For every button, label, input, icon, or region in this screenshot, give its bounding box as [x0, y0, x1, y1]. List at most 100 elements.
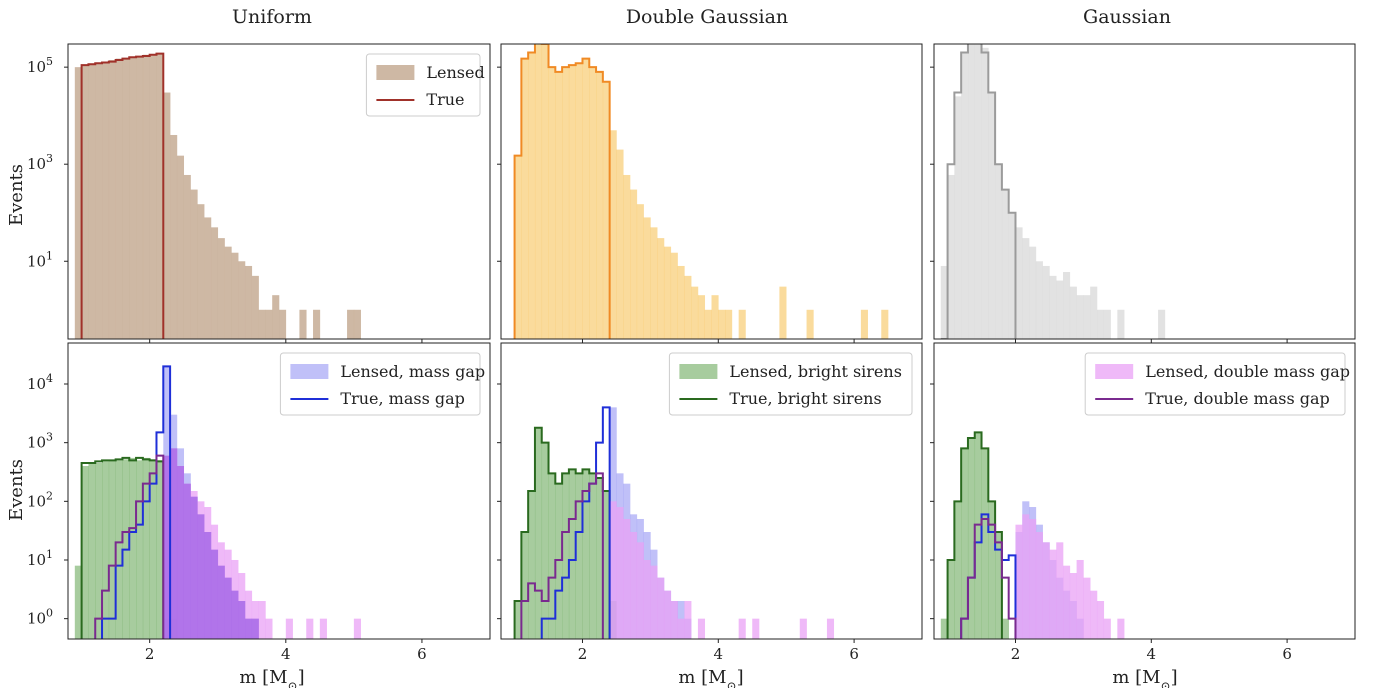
histogram-bar: [514, 601, 522, 639]
histogram-bar: [961, 52, 969, 339]
histogram-bar: [1158, 309, 1166, 339]
histogram-bar: [1103, 309, 1111, 339]
histogram-bar: [1103, 618, 1111, 639]
histogram-bar: [684, 601, 692, 639]
histogram-bar: [826, 618, 835, 639]
legend-label: True, bright sirens: [729, 389, 881, 408]
series-lensed: [74, 53, 361, 339]
ylabel-bottom: Events: [6, 459, 27, 521]
plot-area: [940, 44, 1166, 339]
histogram-bar: [244, 590, 253, 639]
histogram-bar: [954, 96, 962, 339]
histogram-bar: [251, 275, 259, 339]
histogram-bar: [725, 309, 733, 339]
histogram-bar: [183, 483, 191, 639]
x-tick-label: 2: [578, 645, 588, 663]
histogram-bar: [799, 618, 807, 639]
histogram-bar: [609, 130, 617, 339]
plot-area: [74, 365, 361, 639]
histogram-bar: [541, 442, 549, 639]
histogram-bar: [609, 501, 617, 639]
histogram-bar: [697, 295, 706, 339]
histogram-bar: [995, 532, 1003, 639]
legend: Lensed True: [365, 53, 485, 117]
series-true-mass-gap: [540, 406, 611, 639]
histogram-bar: [568, 469, 576, 639]
svg-text:m [M⊙]: m [M⊙]: [678, 667, 743, 688]
histogram-bar: [306, 618, 314, 639]
step-line: [540, 406, 611, 639]
y-tick-label: 104: [27, 372, 53, 393]
series-true-double-mass-gap: [94, 454, 165, 639]
histogram-bar: [217, 565, 225, 639]
histogram-bar: [347, 309, 355, 339]
histogram-bar: [1090, 286, 1098, 339]
histogram-bar: [967, 44, 976, 339]
series-lensed-overlap: [163, 448, 259, 639]
legend-swatch-patch: [290, 364, 329, 379]
step-line: [946, 431, 1003, 639]
histogram-bar: [521, 532, 529, 639]
panel-double-gaussian-top: [497, 43, 923, 343]
histogram-bar: [142, 54, 150, 339]
histogram-bar: [548, 67, 556, 339]
x-tick-label: 4: [714, 645, 724, 663]
histogram-bar: [1008, 212, 1016, 339]
histogram-bar: [1096, 309, 1105, 339]
series-lensed: [940, 44, 1166, 339]
histogram-bar: [197, 204, 205, 339]
histogram-bar: [691, 286, 699, 339]
histogram-bar: [596, 71, 604, 339]
series-true-bright-sirens-uniform-: [80, 456, 165, 639]
step-line: [80, 456, 165, 639]
histogram-bar: [265, 309, 273, 339]
histogram-bar: [142, 457, 150, 639]
histogram-bar: [122, 57, 130, 339]
legend-swatch-patch: [376, 65, 415, 80]
histogram-bar: [353, 309, 361, 339]
histogram-bar: [299, 309, 307, 339]
histogram-bar: [74, 565, 82, 639]
histogram-bar: [650, 227, 658, 339]
y-tick-label: 101: [27, 548, 53, 569]
histogram-bar: [170, 134, 178, 339]
histogram-bar: [1001, 618, 1009, 639]
histogram-bar: [238, 261, 246, 339]
x-tick-label: 2: [145, 645, 155, 663]
histogram-bar: [156, 460, 164, 639]
histogram-bar: [881, 309, 889, 339]
histogram-bar: [1035, 261, 1043, 339]
histogram-bar: [521, 58, 529, 339]
histogram-bar: [129, 56, 137, 339]
histogram-bar: [528, 52, 536, 339]
series-true-double-mass-gap: [520, 472, 604, 639]
histogram-bar: [697, 618, 706, 639]
series-lensed-bright-sirens: [514, 427, 617, 639]
histogram-bar: [1022, 238, 1030, 339]
histogram-bar: [657, 577, 665, 639]
histogram-bar: [190, 189, 198, 339]
legend-swatch-patch: [679, 364, 718, 379]
xlabel-left: m [M⊙]: [239, 667, 304, 688]
y-tick-label: 100: [27, 607, 53, 628]
histogram-bar: [176, 466, 185, 639]
axes-frame: [67, 342, 491, 640]
histogram-bar: [319, 618, 327, 639]
histogram-bar: [677, 618, 685, 639]
histogram-bar: [183, 174, 191, 339]
histogram-bar: [940, 265, 948, 339]
histogram-bar: [623, 518, 631, 639]
histogram-bar: [548, 473, 556, 639]
series-true-double-mass-gap: [960, 517, 1017, 639]
histogram-bar: [967, 438, 976, 639]
step-line: [513, 44, 611, 339]
histogram-bar: [231, 590, 239, 639]
y-tick-label: 105: [27, 55, 53, 76]
histogram-bar: [534, 44, 543, 339]
series-true: [80, 52, 165, 339]
histogram-bar: [616, 507, 624, 639]
histogram-bar: [643, 559, 651, 639]
histogram-bar: [197, 514, 205, 639]
histogram-bar: [170, 448, 178, 639]
panels-group: 101 103 105 Lensed True 100 101 102 103 104 2 4 6 Len…: [27, 43, 1356, 663]
